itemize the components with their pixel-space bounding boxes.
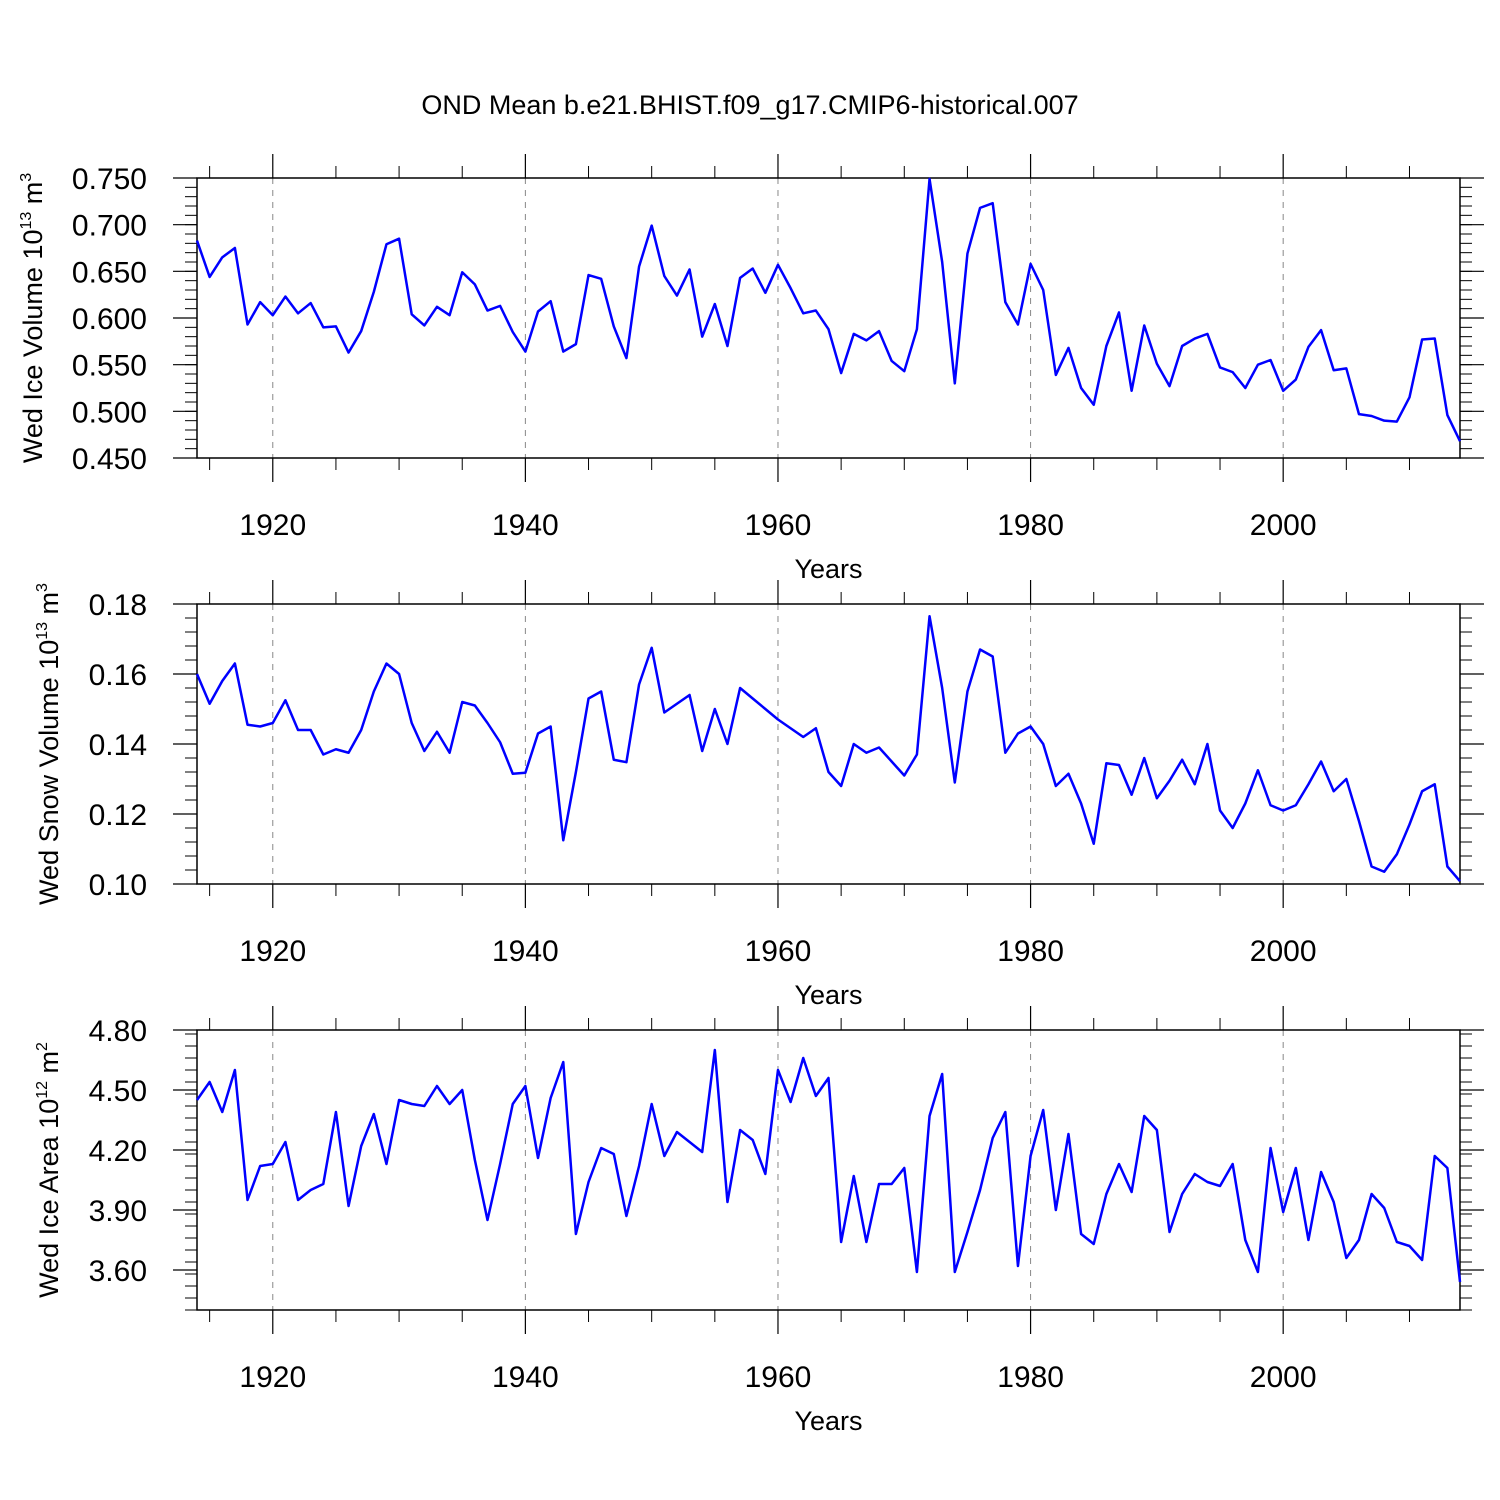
y-tick-label: 0.12 <box>89 799 147 832</box>
y-axis-label: Wed Ice Volume 1013 m3 <box>18 173 48 463</box>
y-tick-label: 4.50 <box>89 1075 147 1108</box>
y-axis-label: Wed Ice Area 1012 m2 <box>34 1042 64 1298</box>
plot-frame <box>196 603 1461 885</box>
x-tick-label: 1960 <box>745 509 812 542</box>
x-axis-label: Years <box>794 1406 862 1436</box>
chart-panels: 1920 1940 1960 1980 2000 0.450 0.500 0.550 0.600… <box>18 154 1484 1436</box>
y-tick-label: 0.10 <box>89 869 147 902</box>
x-tick-label: 1940 <box>492 1361 559 1394</box>
y-tick-label: 0.700 <box>72 210 147 243</box>
x-tick-label: 1980 <box>997 509 1064 542</box>
y-axis-label-unit-exponent: 2 <box>34 1042 51 1051</box>
y-axis-label-unit: m <box>18 182 48 212</box>
series-line <box>195 177 1462 442</box>
y-tick-label: 0.14 <box>89 729 147 762</box>
y-axis-label: Wed Snow Volume 1013 m3 <box>34 583 64 905</box>
y-tick-label: 0.18 <box>89 589 147 622</box>
plot-frame <box>196 1029 1461 1311</box>
y-tick-label: 0.500 <box>72 396 147 429</box>
x-tick-label: 1920 <box>239 509 306 542</box>
y-tick-label: 4.20 <box>89 1135 147 1168</box>
x-tick-label: 1960 <box>745 935 812 968</box>
y-tick-label: 0.550 <box>72 350 147 383</box>
x-tick-label: 2000 <box>1250 509 1317 542</box>
y-tick-label: 0.650 <box>72 256 147 289</box>
y-axis-label-unit: m <box>34 1051 64 1081</box>
x-tick-label: 1920 <box>239 1361 306 1394</box>
x-tick-label: 1940 <box>492 935 559 968</box>
y-tick-label: 0.600 <box>72 303 147 336</box>
x-tick-label: 1940 <box>492 509 559 542</box>
y-axis-label-exponent: 13 <box>34 622 51 640</box>
panel-2: 1920 1940 1960 1980 2000 0.10 0.12 0.14 0.16 0.18… <box>34 580 1484 1010</box>
y-tick-label: 4.80 <box>89 1015 147 1048</box>
y-tick-label: 0.16 <box>89 659 147 692</box>
series-line <box>195 1048 1462 1283</box>
y-axis-label-unit-exponent: 3 <box>34 583 51 592</box>
plot-frame <box>196 177 1461 459</box>
panel-3: 1920 1940 1960 1980 2000 3.60 3.90 4.20 4.50 4.80… <box>34 1006 1484 1436</box>
y-axis-label-text: Wed Ice Area 10 <box>34 1099 64 1298</box>
x-tick-label: 1920 <box>239 935 306 968</box>
y-axis-label-unit: m <box>34 592 64 622</box>
chart-title: OND Mean b.e21.BHIST.f09_g17.CMIP6-histo… <box>421 90 1078 120</box>
x-axis-label: Years <box>794 554 862 584</box>
x-tick-label: 1980 <box>997 935 1064 968</box>
y-axis-label-text: Wed Snow Volume 10 <box>34 640 64 905</box>
y-tick-label: 0.450 <box>72 443 147 476</box>
x-axis-label: Years <box>794 980 862 1010</box>
y-tick-label: 3.90 <box>89 1195 147 1228</box>
x-tick-label: 1980 <box>997 1361 1064 1394</box>
y-axis-label-unit-exponent: 3 <box>18 173 35 182</box>
x-tick-label: 1960 <box>745 1361 812 1394</box>
y-axis-label-exponent: 12 <box>34 1081 51 1099</box>
y-axis-label-exponent: 13 <box>18 212 35 230</box>
panel-1: 1920 1940 1960 1980 2000 0.450 0.500 0.550 0.600… <box>18 154 1484 584</box>
y-tick-label: 0.750 <box>72 163 147 196</box>
y-tick-label: 3.60 <box>89 1255 147 1288</box>
x-tick-label: 2000 <box>1250 1361 1317 1394</box>
y-axis-label-text: Wed Ice Volume 10 <box>18 230 48 464</box>
x-tick-label: 2000 <box>1250 935 1317 968</box>
series-line <box>195 615 1461 883</box>
